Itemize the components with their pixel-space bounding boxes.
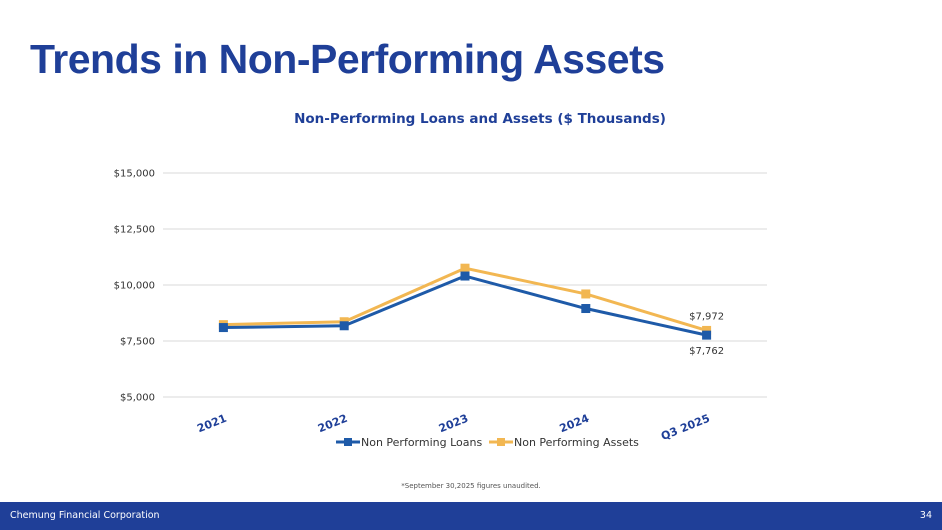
data-point <box>581 289 591 299</box>
line-chart: Non-Performing Loans and Assets ($ Thous… <box>114 111 767 449</box>
x-tick-label: 2022 <box>316 412 349 436</box>
x-tick-label: 2021 <box>195 412 228 436</box>
data-point <box>702 325 712 335</box>
x-tick-label: 2023 <box>437 412 470 436</box>
legend-swatch-marker <box>497 438 505 446</box>
y-tick-label: $5,000 <box>120 393 155 404</box>
chart-title: Non-Performing Loans and Assets ($ Thous… <box>294 111 666 127</box>
y-tick-label: $15,000 <box>114 169 155 180</box>
chart-series <box>218 263 712 340</box>
chart-gridlines <box>163 172 767 398</box>
page-number: 34 <box>919 510 932 521</box>
footnote: *September 30,2025 figures unaudited. <box>401 482 541 490</box>
data-point <box>460 271 470 281</box>
legend-entry[interactable]: Non Performing Loans <box>361 436 482 449</box>
y-tick-label: $7,500 <box>120 337 155 348</box>
data-point <box>702 330 712 340</box>
footer-bar: Chemung Financial Corporation 34 <box>0 502 942 530</box>
y-axis-ticks: $5,000 $7,500 $10,000 $12,500 $15,000 <box>114 169 155 404</box>
footer-company-name: Chemung Financial Corporation <box>10 510 160 521</box>
x-tick-label: 2024 <box>558 412 592 436</box>
y-tick-label: $12,500 <box>114 225 155 236</box>
chart-data-labels: $7,972 $7,762 <box>689 311 724 357</box>
legend-entry[interactable]: Non Performing Assets <box>514 436 639 449</box>
data-point <box>218 323 228 333</box>
data-label: $7,972 <box>689 311 724 322</box>
page-title: Trends in Non-Performing Assets <box>30 36 665 82</box>
data-label: $7,762 <box>689 346 724 357</box>
data-point <box>339 321 349 331</box>
x-tick-label: Q3 2025 <box>659 412 712 443</box>
legend-swatch-marker <box>344 438 352 446</box>
data-point <box>581 304 591 314</box>
y-tick-label: $10,000 <box>114 281 155 292</box>
chart-legend[interactable]: Non Performing Loans Non Performing Asset… <box>336 436 639 449</box>
data-point <box>460 263 470 273</box>
